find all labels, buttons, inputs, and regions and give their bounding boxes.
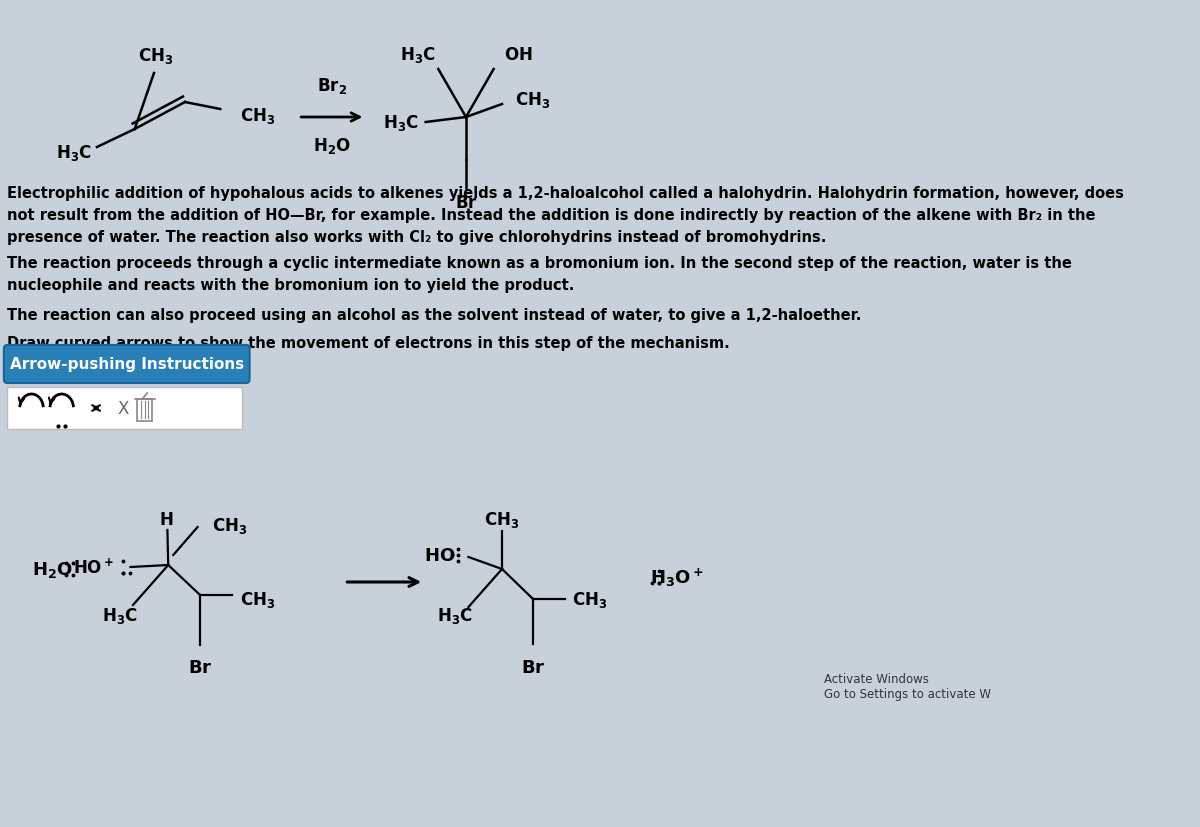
Text: $\mathbf{Br}$: $\mathbf{Br}$	[455, 194, 478, 212]
Text: $\mathbf{H_3C}$: $\mathbf{H_3C}$	[437, 605, 473, 625]
Text: $\mathbf{H_3C}$: $\mathbf{H_3C}$	[56, 143, 92, 163]
Text: X: X	[118, 399, 128, 418]
FancyBboxPatch shape	[4, 346, 250, 384]
Text: $\mathbf{H_3C}$: $\mathbf{H_3C}$	[383, 112, 419, 133]
Text: $\mathbf{CH_3}$: $\mathbf{CH_3}$	[240, 106, 275, 126]
FancyBboxPatch shape	[7, 388, 242, 429]
Text: $\mathbf{HO}$: $\mathbf{HO}$	[424, 547, 455, 564]
Bar	[137, 399, 152, 422]
Text: $\mathbf{H_2O}$: $\mathbf{H_2O}$	[313, 136, 350, 155]
Text: $\mathbf{OH}$: $\mathbf{OH}$	[504, 46, 533, 64]
Text: The reaction can also proceed using an alcohol as the solvent instead of water, : The reaction can also proceed using an a…	[7, 308, 862, 323]
Text: $\mathbf{Br_2}$: $\mathbf{Br_2}$	[317, 76, 347, 96]
Text: $\mathbf{H_3C}$: $\mathbf{H_3C}$	[401, 45, 436, 65]
Text: $\mathbf{Br}$: $\mathbf{Br}$	[521, 658, 545, 676]
Text: The reaction proceeds through a cyclic intermediate known as a bromonium ion. In: The reaction proceeds through a cyclic i…	[7, 256, 1072, 293]
Text: $\mathbf{H_2O}$: $\mathbf{H_2O}$	[32, 559, 73, 579]
Text: Activate Windows
Go to Settings to activate W: Activate Windows Go to Settings to activ…	[824, 672, 991, 700]
Text: Electrophilic addition of hypohalous acids to alkenes yields a 1,2-haloalcohol c: Electrophilic addition of hypohalous aci…	[7, 186, 1124, 245]
Text: $\mathbf{CH_3}$: $\mathbf{CH_3}$	[138, 46, 173, 66]
Text: $\mathbf{CH_3}$: $\mathbf{CH_3}$	[212, 515, 247, 535]
Text: $\mathbf{H_3C}$: $\mathbf{H_3C}$	[102, 605, 138, 625]
Text: $\mathbf{Br}$: $\mathbf{Br}$	[188, 658, 212, 676]
Text: $\mathbf{CH_3}$: $\mathbf{CH_3}$	[485, 509, 520, 529]
Text: $\mathbf{HO^+}$: $\mathbf{HO^+}$	[73, 557, 114, 577]
Text: $\mathbf{H_3O^+}$: $\mathbf{H_3O^+}$	[650, 566, 704, 589]
Text: Arrow-pushing Instructions: Arrow-pushing Instructions	[10, 357, 244, 372]
Text: $\mathbf{CH_3}$: $\mathbf{CH_3}$	[516, 90, 551, 110]
Text: $\mathbf{CH_3}$: $\mathbf{CH_3}$	[572, 590, 608, 609]
Text: $\mathbf{CH_3}$: $\mathbf{CH_3}$	[240, 590, 275, 609]
Text: $\mathbf{H}$: $\mathbf{H}$	[160, 510, 174, 528]
Text: Draw curved arrows to show the movement of electrons in this step of the mechani: Draw curved arrows to show the movement …	[7, 336, 730, 351]
